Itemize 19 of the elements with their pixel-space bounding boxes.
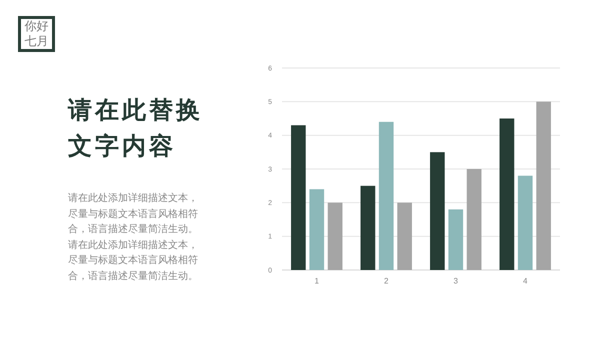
bar [466, 169, 482, 270]
bar [360, 186, 376, 270]
bar [430, 152, 445, 270]
bar [378, 122, 394, 270]
text: 请在此替换文字内容 [68, 95, 204, 162]
bar [536, 102, 551, 270]
x-tick-label: 1 [314, 276, 320, 286]
bar [291, 125, 306, 270]
bar [397, 202, 412, 270]
bar [328, 202, 342, 270]
text-frame: 你好七月 [18, 16, 55, 52]
bar [518, 176, 533, 270]
x-tick-label: 2 [384, 276, 390, 286]
bar [500, 118, 514, 270]
x-tick-label: 4 [523, 276, 528, 286]
bar [309, 189, 324, 270]
x-tick-label: 3 [454, 276, 459, 286]
text: 请在此处添加详细描述文本，尽量与标题文本语言风格相符合，语言描述尽量简洁生动。请在此处添加详细描述文本，尽量与标题文本语言风格相符合，语言描述尽量简洁生动。 [68, 192, 199, 284]
bar [448, 209, 464, 270]
